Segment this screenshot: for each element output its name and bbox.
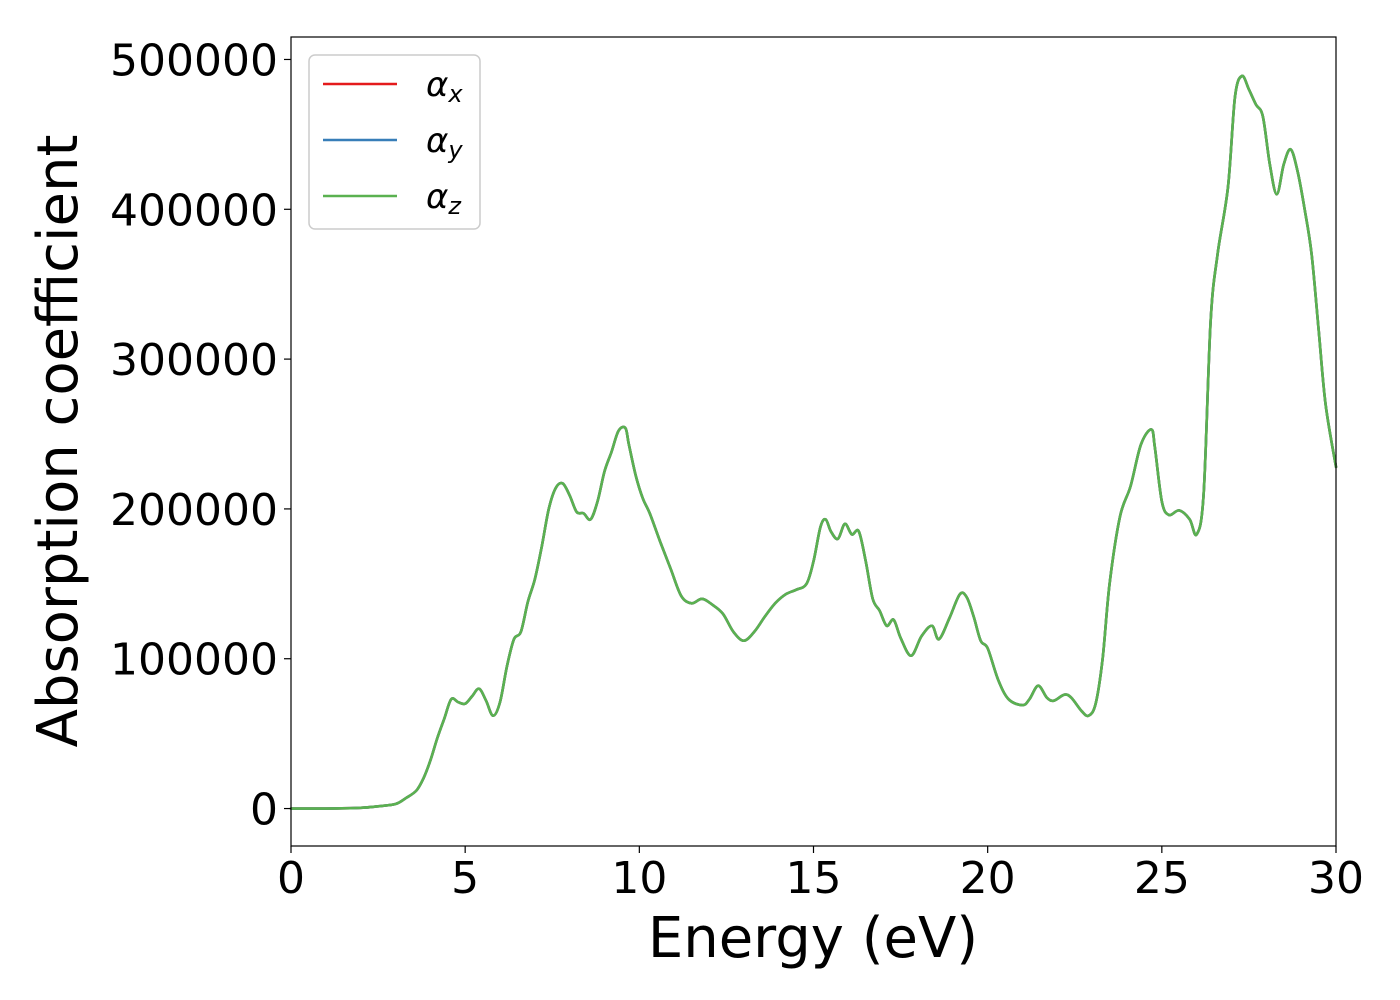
series-layer [289, 74, 1338, 810]
y-tick-label: 200000 [110, 485, 278, 536]
legend-subscript: y [447, 136, 463, 164]
legend-label-y: αy [426, 121, 463, 164]
series-line-z [289, 74, 1338, 810]
x-tick-label: 30 [1308, 853, 1364, 904]
legend-subscript: x [447, 80, 463, 108]
y-tick-label: 300000 [110, 335, 278, 386]
x-tick-label: 20 [960, 853, 1016, 904]
legend-label-x: αx [426, 65, 463, 108]
legend-label-z: αz [426, 177, 462, 220]
legend-symbol: α [426, 121, 448, 161]
x-tick-label: 0 [277, 853, 305, 904]
y-axis-label: Absorption coefficient [26, 135, 91, 748]
legend-box [308, 54, 481, 230]
y-tick-label: 100000 [110, 635, 278, 686]
x-tick-label: 5 [451, 853, 479, 904]
x-axis-label: Energy (eV) [648, 906, 978, 971]
legend-subscript: z [447, 192, 462, 220]
legend-symbol: α [426, 177, 448, 217]
y-tick-label: 400000 [110, 185, 278, 236]
legend-symbol: α [426, 65, 448, 105]
x-tick-label: 25 [1134, 853, 1190, 904]
y-tick-label: 500000 [110, 35, 278, 86]
x-tick-label: 15 [786, 853, 842, 904]
x-tick-label: 10 [611, 853, 667, 904]
y-tick-label: 0 [250, 785, 278, 836]
y-axis: 0 100000 200000 300000 400000 500000 [110, 35, 291, 836]
x-axis: 0 5 10 15 20 25 30 [277, 846, 1364, 904]
